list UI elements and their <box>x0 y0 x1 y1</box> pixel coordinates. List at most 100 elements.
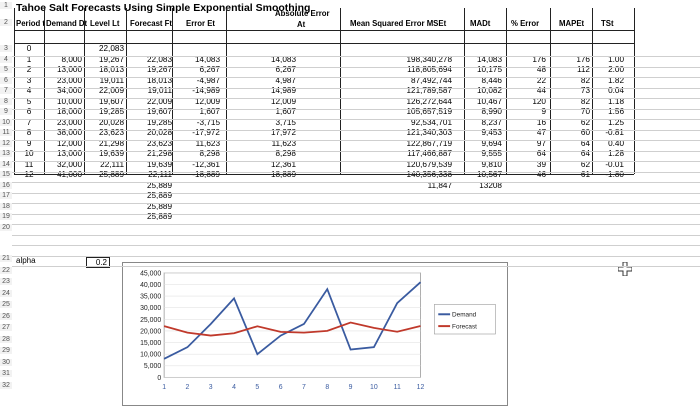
row-number[interactable]: 5 <box>0 66 12 73</box>
row-number[interactable]: 31 <box>0 370 12 377</box>
cell-mape[interactable]: 62 <box>580 117 590 127</box>
cell-pct[interactable]: 22 <box>536 75 546 85</box>
row-number[interactable]: 15 <box>0 171 12 178</box>
cell-demand[interactable]: 13,000 <box>56 149 82 158</box>
cell-error[interactable]: 12,009 <box>194 96 220 106</box>
cell-forecast[interactable]: 25,889 <box>146 212 172 221</box>
cell-pct[interactable]: 120 <box>532 96 546 106</box>
cell-error[interactable]: -3,715 <box>196 117 220 127</box>
cell-period[interactable]: 5 <box>26 96 32 106</box>
cell-mad[interactable]: 8,446 <box>481 75 503 85</box>
cell-error[interactable]: 8,298 <box>199 149 221 158</box>
cell-pct[interactable]: 44 <box>536 86 546 95</box>
cell-level[interactable]: 22,111 <box>100 159 124 169</box>
cell-forecast[interactable]: 19,285 <box>146 117 172 127</box>
cell-ts[interactable]: 1.56 <box>608 107 624 116</box>
row-number[interactable]: 29 <box>0 347 12 354</box>
cell-error[interactable]: 11,623 <box>195 138 220 148</box>
cell-error[interactable]: 6,267 <box>199 65 221 74</box>
cell-pct[interactable]: 64 <box>536 149 546 158</box>
cell-period[interactable]: 1 <box>26 54 32 64</box>
row-number[interactable]: 4 <box>0 55 12 63</box>
row-number[interactable]: 23 <box>0 278 12 285</box>
cell-demand[interactable]: 12,000 <box>56 138 82 148</box>
cell-forecast[interactable]: 19,607 <box>146 107 172 116</box>
cell-error[interactable]: 14,083 <box>194 54 220 64</box>
row-number[interactable]: 20 <box>0 223 12 231</box>
cell-period[interactable]: 9 <box>26 138 32 148</box>
row-number[interactable]: 14 <box>0 160 12 168</box>
cell-level[interactable]: 23,623 <box>98 128 124 137</box>
cell-pct[interactable]: 39 <box>536 159 546 169</box>
cell-level[interactable]: 19,285 <box>98 107 124 116</box>
row-number[interactable]: 2 <box>0 19 12 26</box>
row-number[interactable]: 12 <box>0 139 12 147</box>
cell-mse[interactable]: 105,657,519 <box>406 107 452 116</box>
cell-level[interactable]: 19,607 <box>98 96 124 106</box>
cell-forecast[interactable]: 25,889 <box>146 201 172 211</box>
cell-error[interactable]: -17,972 <box>192 128 220 137</box>
cell-period[interactable]: 3 <box>26 75 32 85</box>
cell-ts[interactable]: -0.81 <box>605 128 624 137</box>
cell-forecast[interactable]: 19,011 <box>147 86 172 95</box>
row-number[interactable]: 27 <box>0 324 12 331</box>
cell-forecast[interactable]: 22,083 <box>146 54 172 64</box>
cell-abs[interactable]: 17,972 <box>270 128 296 137</box>
cell-forecast[interactable]: 19,267 <box>146 65 172 74</box>
row-number[interactable]: 28 <box>0 335 12 343</box>
cell-mape[interactable]: 60 <box>580 128 590 137</box>
cell-pct[interactable]: 176 <box>532 54 546 64</box>
cell-abs[interactable]: 6,267 <box>275 65 297 74</box>
cell-mad[interactable]: 8,237 <box>481 117 503 127</box>
cell-mse[interactable]: 198,340,278 <box>406 54 452 64</box>
cell-mape[interactable]: 64 <box>580 138 590 148</box>
cell-pct[interactable]: 47 <box>536 128 546 137</box>
row-number[interactable]: 21 <box>0 255 12 262</box>
cell-mad[interactable]: 10,175 <box>476 65 502 74</box>
cell-period[interactable]: 0 <box>26 44 32 53</box>
cell-abs[interactable]: 3,715 <box>275 117 297 127</box>
cell-forecast[interactable]: 19,639 <box>146 159 172 169</box>
cell-mad[interactable]: 10,467 <box>476 96 502 106</box>
cell-mape[interactable]: 73 <box>580 86 590 95</box>
cell-forecast[interactable]: 21,298 <box>146 149 172 158</box>
cell-mad[interactable]: 9,694 <box>481 138 503 148</box>
row-number[interactable]: 18 <box>0 202 12 210</box>
cell-abs[interactable]: 11,623 <box>271 138 296 148</box>
row-number[interactable]: 17 <box>0 192 12 199</box>
cell-mape[interactable]: 64 <box>580 149 590 158</box>
cell-ts[interactable]: 0.40 <box>608 138 624 148</box>
cell-abs[interactable]: 1,607 <box>275 107 297 116</box>
cell-error[interactable]: 1,607 <box>199 107 221 116</box>
cell-mse[interactable]: 87,492,744 <box>411 75 452 85</box>
cell-demand[interactable]: 18,000 <box>56 107 82 116</box>
cell-mape[interactable]: 62 <box>580 159 590 169</box>
cell-mse[interactable]: 122,867,719 <box>406 138 452 148</box>
cell-mse[interactable]: 117,466,887 <box>407 149 452 158</box>
cell-mad[interactable]: 13208 <box>479 180 502 190</box>
cell-mad[interactable]: 9,810 <box>481 159 503 169</box>
row-number[interactable]: 6 <box>0 76 12 84</box>
cell-mape[interactable]: 82 <box>580 96 590 106</box>
cell-demand[interactable]: 10,000 <box>56 96 82 106</box>
cell-period[interactable]: 4 <box>26 86 32 95</box>
cell-mse[interactable]: 11,847 <box>427 180 452 190</box>
cell-level[interactable]: 19,011 <box>99 75 124 85</box>
cell-error[interactable]: -14,989 <box>192 86 220 95</box>
cell-mape[interactable]: 112 <box>576 65 590 74</box>
row-number[interactable]: 1 <box>0 2 12 9</box>
row-number[interactable]: 7 <box>0 87 12 94</box>
cell-ts[interactable]: 1.28 <box>608 149 624 158</box>
row-number[interactable]: 32 <box>0 381 12 389</box>
cell-abs[interactable]: 14,083 <box>270 54 296 64</box>
cell-mape[interactable]: 70 <box>580 107 590 116</box>
cell-demand[interactable]: 32,000 <box>56 159 82 169</box>
cell-pct[interactable]: 9 <box>541 107 546 116</box>
cell-forecast[interactable]: 20,028 <box>146 128 172 137</box>
cell-mad[interactable]: 14,083 <box>476 54 502 64</box>
row-number[interactable]: 3 <box>0 45 12 52</box>
cell-mad[interactable]: 8,990 <box>481 107 503 116</box>
cell-demand[interactable]: 23,000 <box>56 117 82 127</box>
cell-ts[interactable]: 1.25 <box>608 117 624 127</box>
